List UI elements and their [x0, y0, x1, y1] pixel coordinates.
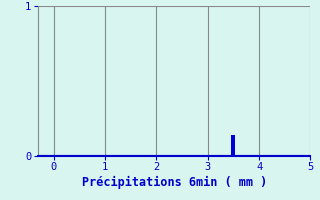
Bar: [231, 135, 236, 156]
X-axis label: Précipitations 6min ( mm ): Précipitations 6min ( mm ): [82, 176, 267, 189]
